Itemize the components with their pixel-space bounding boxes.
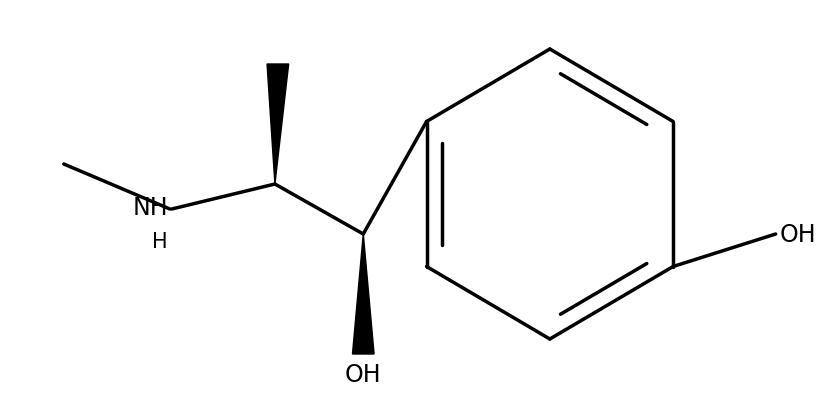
Text: H: H [152,231,168,252]
Polygon shape [267,65,289,184]
Text: OH: OH [779,222,816,246]
Text: OH: OH [345,362,381,386]
Text: NH: NH [132,196,168,220]
Polygon shape [353,234,374,354]
